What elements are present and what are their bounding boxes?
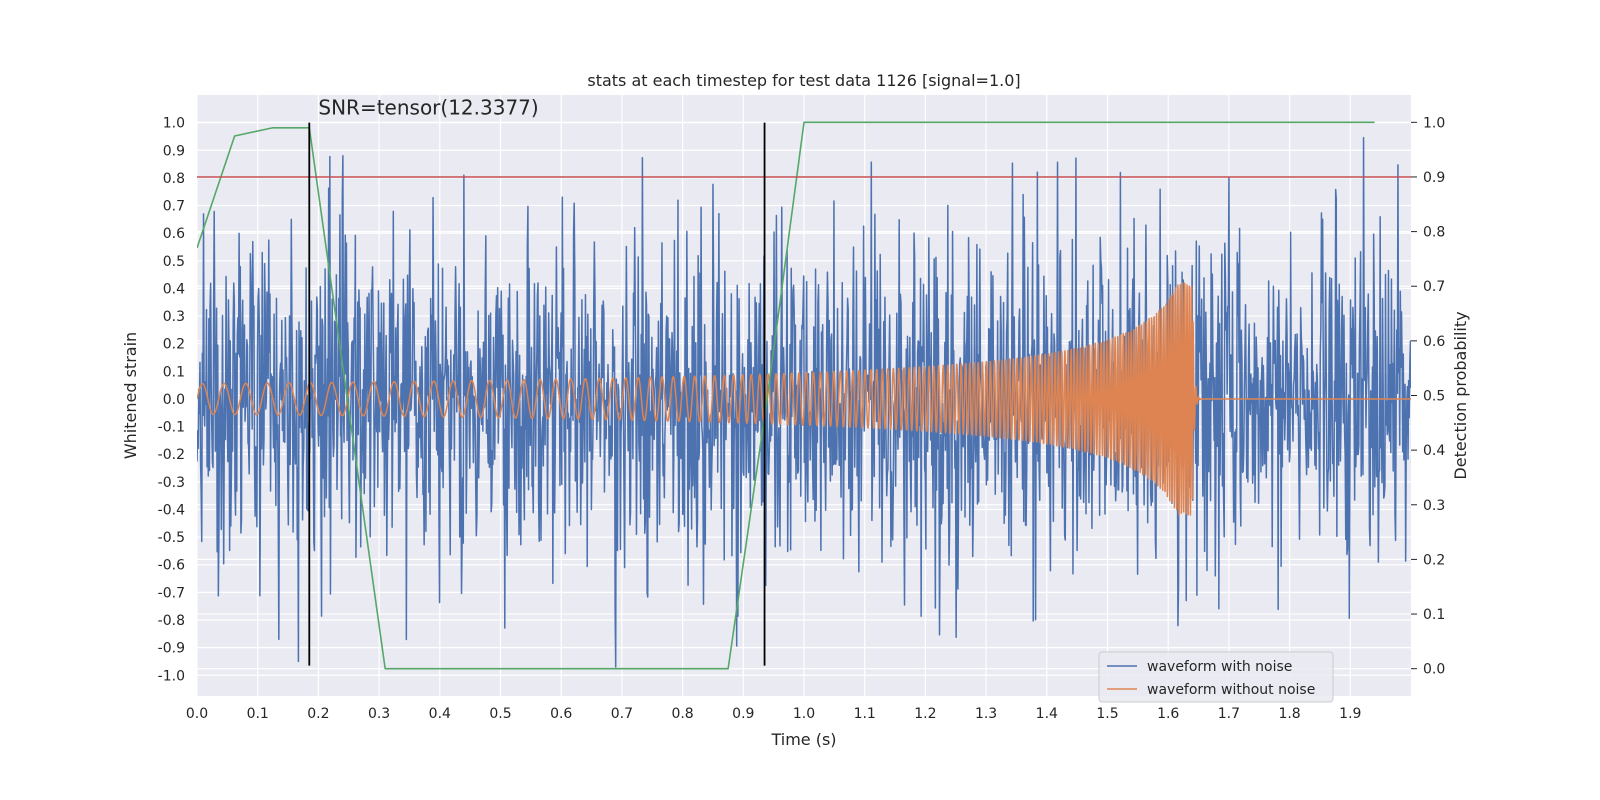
series-detection-probability: [197, 121, 1375, 670]
right-y-axis-ticks: 1.0 0.9 0.8 0.7 0.6 0.5 0.4 0.3 0.2 0.1 0.0: [1411, 115, 1445, 678]
x-axis-ticks: 0.0 0.1 0.2 0.3 0.4 0.5 0.6 0.7 0.8 0.9 1.0 1.1 1.2 1…: [186, 706, 1362, 722]
y-tick-label: 0.7: [163, 199, 185, 215]
x-tick-label: 0.7: [611, 706, 633, 722]
y-tick-label: 0.0: [163, 392, 185, 408]
y-tick-label: -0.1: [158, 420, 185, 436]
right-y-tick-label: 0.2: [1423, 552, 1445, 568]
y-axis-label: Whitened strain: [121, 332, 140, 459]
right-y-tick-label: 0.0: [1423, 662, 1445, 678]
legend-label-noise: waveform with noise: [1147, 659, 1292, 675]
x-axis-label: Time (s): [770, 730, 836, 749]
y-tick-label: -0.8: [158, 613, 185, 629]
legend: waveform with noise waveform without noi…: [1098, 651, 1334, 703]
x-tick-label: 0.1: [247, 706, 269, 722]
x-tick-label: 0.0: [186, 706, 208, 722]
series-waveform-without-noise: [197, 282, 1411, 516]
y-tick-label: -1.0: [158, 668, 185, 684]
y-tick-label: 0.3: [163, 309, 185, 325]
y-tick-label: 0.9: [163, 143, 185, 159]
right-y-tick-label: 1.0: [1423, 115, 1445, 131]
x-tick-label: 1.2: [914, 706, 936, 722]
x-tick-label: 0.6: [550, 706, 572, 722]
y-tick-label: 1.0: [163, 116, 185, 132]
right-y-tick-label: 0.1: [1423, 607, 1445, 623]
right-y-tick-label: 0.9: [1423, 170, 1445, 186]
x-tick-label: 0.2: [307, 706, 329, 722]
series-waveform-with-noise: [197, 136, 1411, 668]
x-tick-label: 0.5: [489, 706, 511, 722]
x-tick-label: 1.0: [793, 706, 815, 722]
x-tick-label: 1.3: [975, 706, 997, 722]
y-tick-label: 0.1: [163, 364, 185, 380]
right-y-tick-label: 0.7: [1423, 279, 1445, 295]
y-axis-ticks: 1.0 0.9 0.8 0.7 0.6 0.5 0.4 0.3 0.2 0.1 0.0 -0.1 -0.…: [158, 116, 185, 685]
y-tick-label: 0.2: [163, 337, 185, 353]
y-tick-label: -0.4: [158, 502, 185, 518]
x-tick-label: 1.1: [854, 706, 876, 722]
right-y-axis-label: Detection probability: [1451, 311, 1470, 479]
right-y-tick-label: 0.8: [1423, 225, 1445, 241]
overlay-layer: [197, 122, 1411, 666]
right-y-tick-label: 0.5: [1423, 389, 1445, 405]
y-tick-label: 0.5: [163, 254, 185, 270]
y-tick-label: 0.8: [163, 171, 185, 187]
y-tick-label: -0.7: [158, 585, 185, 601]
right-y-tick-label: 0.6: [1423, 334, 1445, 350]
chart-title: stats at each timestep for test data 112…: [587, 71, 1020, 90]
y-tick-label: 0.4: [163, 281, 185, 297]
x-tick-label: 1.7: [1218, 706, 1240, 722]
y-tick-label: 0.6: [163, 226, 185, 242]
x-tick-label: 1.5: [1096, 706, 1118, 722]
snr-annotation: SNR=tensor(12.3377): [318, 95, 538, 119]
x-tick-label: 1.8: [1278, 706, 1300, 722]
y-tick-label: -0.6: [158, 558, 185, 574]
y-tick-label: -0.3: [158, 475, 185, 491]
x-tick-label: 0.8: [671, 706, 693, 722]
x-tick-label: 1.4: [1036, 706, 1058, 722]
y-tick-label: -0.9: [158, 641, 185, 657]
x-tick-label: 0.3: [368, 706, 390, 722]
legend-box: [1098, 651, 1334, 703]
y-tick-label: -0.2: [158, 447, 185, 463]
right-y-tick-label: 0.3: [1423, 498, 1445, 514]
series-layer: [197, 121, 1411, 670]
legend-label-clean: waveform without noise: [1147, 682, 1315, 698]
y-tick-label: -0.5: [158, 530, 185, 546]
right-y-tick-label: 0.4: [1423, 443, 1445, 459]
x-tick-label: 1.9: [1339, 706, 1361, 722]
x-tick-label: 0.9: [732, 706, 754, 722]
x-tick-label: 1.6: [1157, 706, 1179, 722]
x-tick-label: 0.4: [429, 706, 451, 722]
